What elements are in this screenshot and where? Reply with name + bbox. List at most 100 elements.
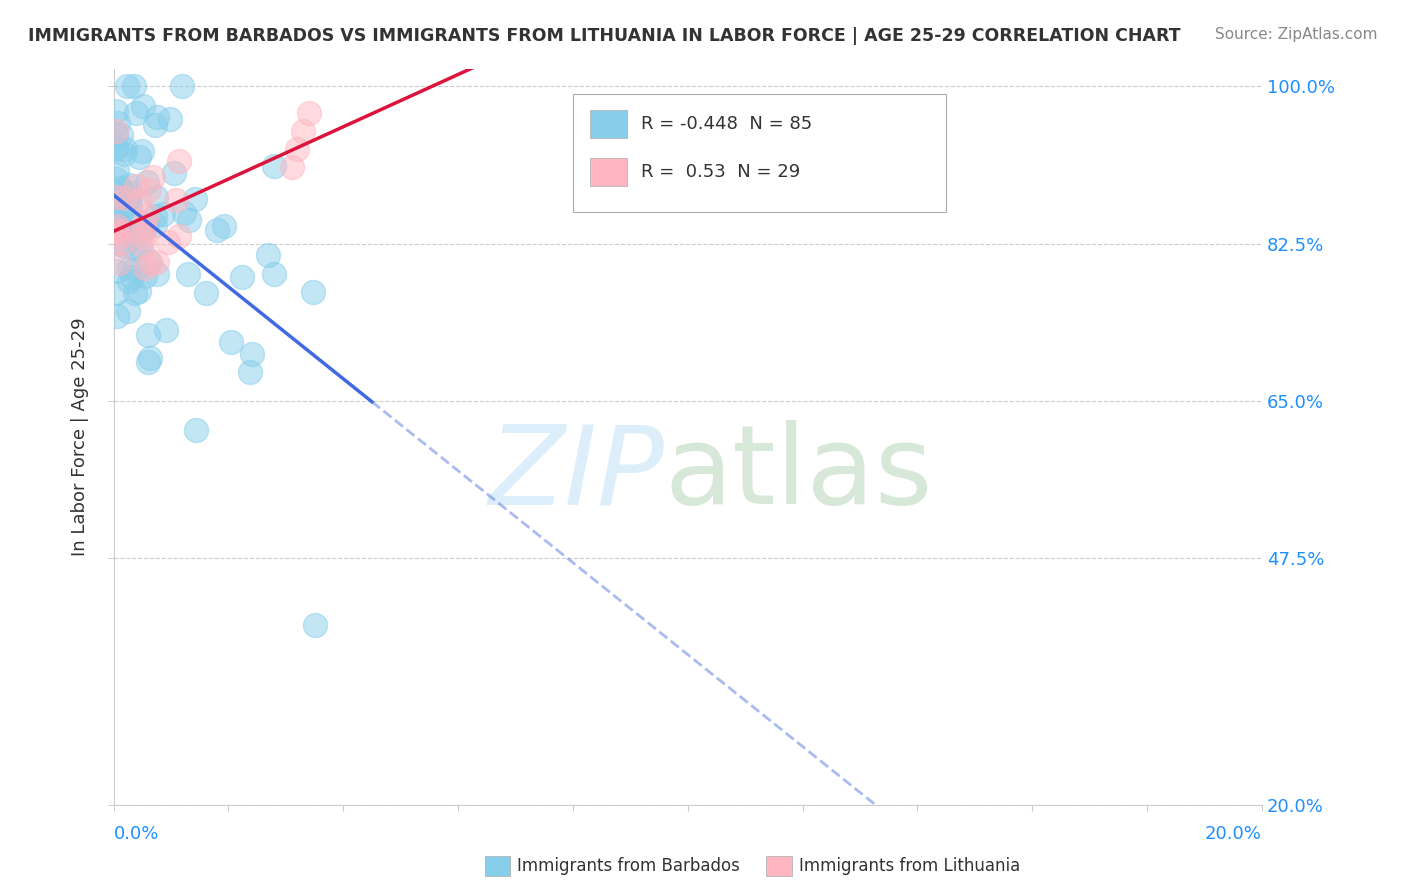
Point bbox=[145, 267, 167, 281]
Text: 0.0%: 0.0% bbox=[114, 824, 159, 843]
Point bbox=[128, 285, 150, 299]
Point bbox=[285, 142, 308, 156]
Point bbox=[132, 216, 155, 230]
Point bbox=[110, 236, 132, 251]
Point bbox=[112, 147, 135, 161]
Point bbox=[179, 213, 201, 227]
Point bbox=[184, 423, 207, 437]
Point bbox=[135, 175, 157, 189]
Point bbox=[138, 183, 160, 197]
Point bbox=[155, 323, 177, 337]
Point bbox=[128, 224, 150, 238]
Point bbox=[240, 347, 263, 361]
Point bbox=[298, 106, 321, 120]
Point bbox=[156, 235, 179, 250]
Point bbox=[128, 150, 150, 164]
Point bbox=[131, 98, 153, 112]
Point bbox=[110, 236, 132, 251]
Point bbox=[105, 310, 128, 324]
Point bbox=[145, 219, 167, 233]
Point bbox=[110, 225, 132, 239]
Point bbox=[138, 253, 160, 268]
Bar bbox=[591, 159, 627, 186]
Point bbox=[301, 285, 323, 299]
Point bbox=[212, 219, 235, 233]
Point bbox=[125, 179, 148, 194]
Point bbox=[105, 223, 128, 237]
FancyBboxPatch shape bbox=[572, 95, 946, 212]
Bar bbox=[591, 111, 627, 138]
Point bbox=[304, 618, 326, 632]
Point bbox=[107, 116, 129, 130]
Point bbox=[105, 190, 128, 204]
Point bbox=[165, 194, 187, 208]
Point bbox=[146, 111, 169, 125]
Point bbox=[177, 268, 200, 282]
Point bbox=[132, 239, 155, 253]
Point bbox=[125, 230, 148, 244]
Point bbox=[105, 141, 128, 155]
Text: R =  0.53  N = 29: R = 0.53 N = 29 bbox=[641, 163, 800, 181]
Point bbox=[108, 224, 131, 238]
Point bbox=[136, 327, 159, 342]
Point bbox=[136, 209, 159, 223]
Point bbox=[105, 128, 128, 142]
Text: IMMIGRANTS FROM BARBADOS VS IMMIGRANTS FROM LITHUANIA IN LABOR FORCE | AGE 25-29: IMMIGRANTS FROM BARBADOS VS IMMIGRANTS F… bbox=[28, 27, 1181, 45]
Point bbox=[159, 112, 181, 127]
Point bbox=[239, 366, 262, 380]
Point bbox=[142, 170, 165, 185]
Point bbox=[280, 161, 302, 175]
Point bbox=[117, 303, 139, 318]
Point bbox=[120, 197, 142, 211]
Point bbox=[125, 106, 148, 120]
Point bbox=[152, 207, 174, 221]
Point bbox=[105, 171, 128, 186]
Point bbox=[163, 166, 186, 180]
Point bbox=[136, 218, 159, 232]
Point bbox=[292, 124, 315, 138]
Text: atlas: atlas bbox=[665, 420, 934, 527]
Point bbox=[117, 79, 139, 94]
Point bbox=[143, 209, 166, 223]
Point bbox=[120, 203, 142, 218]
Point bbox=[129, 194, 152, 208]
Point bbox=[136, 355, 159, 369]
Point bbox=[105, 164, 128, 178]
Point bbox=[145, 190, 167, 204]
Point bbox=[219, 335, 242, 350]
Point bbox=[231, 270, 253, 285]
Point bbox=[114, 142, 136, 156]
Point bbox=[257, 247, 280, 261]
Point bbox=[120, 191, 142, 205]
Point bbox=[105, 124, 128, 138]
Point bbox=[167, 228, 190, 243]
Point bbox=[129, 239, 152, 253]
Point bbox=[173, 206, 195, 220]
Point bbox=[110, 192, 132, 206]
Point bbox=[121, 270, 143, 285]
Text: ZIP: ZIP bbox=[489, 420, 665, 527]
Point bbox=[110, 205, 132, 219]
Point bbox=[118, 261, 141, 276]
Point bbox=[111, 194, 134, 209]
Point bbox=[124, 242, 146, 256]
Point bbox=[105, 141, 128, 155]
Point bbox=[112, 239, 135, 253]
Point bbox=[111, 222, 134, 236]
Point bbox=[132, 224, 155, 238]
Point bbox=[205, 223, 228, 237]
Point bbox=[105, 209, 128, 223]
Point bbox=[110, 184, 132, 198]
Point bbox=[111, 202, 134, 217]
Point bbox=[107, 256, 129, 270]
Point bbox=[118, 275, 141, 289]
Point bbox=[263, 267, 285, 281]
Text: R = -0.448  N = 85: R = -0.448 N = 85 bbox=[641, 115, 811, 134]
Y-axis label: In Labor Force | Age 25-29: In Labor Force | Age 25-29 bbox=[72, 318, 89, 556]
Point bbox=[124, 285, 146, 300]
Text: 20.0%: 20.0% bbox=[1205, 824, 1263, 843]
Point bbox=[111, 224, 134, 238]
Point bbox=[107, 215, 129, 229]
Point bbox=[194, 285, 217, 300]
Point bbox=[139, 351, 162, 365]
